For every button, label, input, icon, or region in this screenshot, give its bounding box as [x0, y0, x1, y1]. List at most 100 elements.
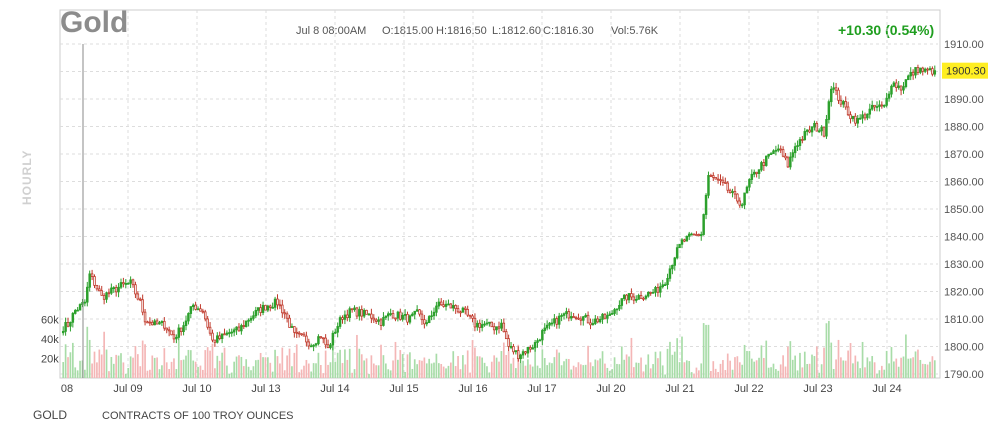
candle-body — [692, 233, 696, 236]
candle-body — [524, 351, 527, 354]
candle-body — [293, 326, 296, 333]
candle-body — [907, 75, 910, 81]
candle-body — [427, 316, 431, 324]
candle-body — [119, 282, 123, 288]
candle-body — [851, 115, 855, 120]
volume-bar — [254, 360, 257, 378]
candle-body — [861, 114, 864, 119]
volume-bar — [310, 371, 313, 378]
candle-body — [880, 104, 884, 107]
volume-bar — [204, 350, 207, 378]
volume-bar — [495, 357, 498, 378]
candle-body — [531, 347, 534, 350]
candle-body — [172, 334, 176, 340]
candle-body — [288, 317, 291, 328]
candle-body — [95, 284, 99, 290]
candle-body — [447, 303, 450, 306]
volume-bar — [820, 364, 823, 378]
volume-bar — [365, 358, 368, 378]
volume-bar — [799, 352, 801, 378]
footer-description: CONTRACTS OF 100 TROY OUNCES — [102, 410, 294, 422]
volume-bar — [902, 356, 905, 378]
volume-bar — [279, 363, 281, 378]
candle-body — [765, 155, 768, 166]
volume-bar — [849, 343, 852, 378]
volume-bar — [351, 372, 353, 378]
candle-body — [139, 298, 142, 301]
volume-bar — [873, 362, 876, 378]
volume-bar — [647, 354, 650, 378]
candle-body — [784, 155, 787, 159]
volume-bar — [606, 367, 609, 378]
volume-bar — [108, 371, 110, 378]
candle-body — [107, 292, 111, 295]
candle-body — [134, 284, 137, 295]
volume-bar — [433, 362, 435, 378]
volume-bar — [507, 351, 510, 378]
volume-bar — [312, 363, 315, 378]
candle-body — [825, 119, 828, 137]
volume-bar — [632, 367, 635, 378]
candle-body — [728, 189, 732, 194]
candle-body — [873, 104, 876, 108]
volume-bar — [823, 347, 825, 378]
volume-bar — [584, 364, 587, 378]
candle-body — [690, 233, 693, 236]
candle-body — [620, 298, 624, 306]
candle-body — [820, 126, 823, 132]
volume-bar — [291, 366, 293, 378]
volume-bar — [71, 342, 74, 378]
volume-bar — [283, 370, 286, 378]
volume-bar — [81, 360, 84, 378]
candle-body — [449, 303, 453, 309]
volume-bar — [392, 360, 394, 378]
candle-body — [158, 322, 161, 325]
volume-bar — [271, 371, 274, 378]
candle-body — [182, 325, 185, 333]
candle-body — [830, 88, 833, 103]
candle-body — [529, 347, 532, 350]
candle-body — [93, 276, 96, 286]
volume-bar — [808, 363, 811, 378]
volume-bar — [411, 368, 414, 378]
volume-bar — [490, 361, 493, 378]
candle-body — [483, 323, 486, 326]
candle-body — [610, 313, 614, 315]
candle-body — [336, 326, 339, 333]
x-tick-label: Jul 24 — [872, 383, 901, 395]
candle-body — [627, 293, 631, 301]
candle-body — [86, 286, 89, 303]
candle-body — [543, 327, 546, 331]
volume-bar — [859, 368, 861, 378]
volume-bar — [76, 370, 79, 378]
candle-body — [752, 171, 756, 175]
volume-bar — [741, 364, 744, 378]
volume-bar — [726, 353, 729, 378]
candle-body — [589, 322, 592, 326]
candle-body — [545, 324, 549, 329]
candle-body — [346, 314, 349, 319]
y-tick-label: 1790.00 — [944, 369, 984, 381]
candle-body — [206, 318, 209, 328]
volume-bar — [430, 363, 433, 378]
volume-bar — [110, 356, 113, 378]
volume-bar — [274, 349, 276, 378]
candle-body — [750, 173, 754, 180]
volume-bar — [416, 364, 418, 378]
candle-body — [497, 326, 501, 329]
candle-body — [517, 350, 520, 360]
volume-bar — [596, 360, 599, 378]
volume-bar — [344, 349, 346, 378]
volume-bar — [259, 352, 262, 378]
volume-bar — [531, 366, 534, 378]
volume-bar — [502, 342, 505, 378]
volume-bar — [493, 355, 496, 378]
volume-bar — [96, 362, 98, 378]
candle-body — [126, 282, 130, 285]
volume-bar — [276, 356, 279, 378]
volume-bar — [356, 334, 358, 378]
volume-tick-label: 20k — [41, 354, 59, 366]
x-tick-label: Jul 23 — [803, 383, 832, 395]
volume-bar — [336, 352, 339, 378]
volume-bar — [74, 367, 77, 378]
